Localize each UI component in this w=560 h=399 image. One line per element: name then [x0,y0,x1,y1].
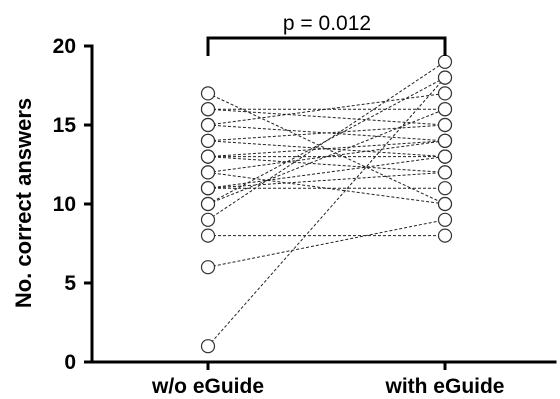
point-without-eguide-11 [200,165,216,180]
pair-line-4 [207,124,446,142]
y-tick-label-20: 20 [53,35,76,58]
point-without-eguide-6 [200,133,216,148]
y-axis-label: No. correct answers [11,98,36,308]
point-with-eguide-17 [437,54,453,69]
points-layer [200,54,453,354]
point-without-eguide-4 [200,117,216,133]
point-without-eguide-18 [200,228,216,243]
y-tick-label-10: 10 [53,193,76,216]
x-category-label-1: with eGuide [384,375,504,398]
x-ticks-layer: w/o eGuide with eGuide [151,362,505,398]
point-with-eguide-13 [437,181,453,196]
y-ticks-layer: 0 5 10 15 20 [53,35,92,374]
pair-line-17 [207,61,446,221]
point-with-eguide-12 [437,165,453,180]
point-with-eguide-10 [437,133,453,148]
point-with-eguide-18 [437,228,453,243]
point-with-eguide-3 [437,86,453,101]
point-without-eguide-16 [200,196,216,212]
point-with-eguide-14 [437,149,453,164]
pair-line-6 [207,124,446,142]
pair-line-12 [207,171,446,189]
point-with-eguide-20 [437,70,453,85]
point-with-eguide-6 [437,117,453,133]
point-with-eguide-11 [437,196,453,212]
significance-bracket [206,36,447,56]
pair-line-1 [207,108,446,126]
pair-line-0 [207,92,446,205]
pair-line-19 [207,219,446,268]
pair-line-5 [207,140,446,158]
y-tick-label-0: 0 [64,351,76,374]
point-without-eguide-9 [200,149,216,164]
pair-line-8 [207,156,446,173]
point-without-eguide-20 [200,339,216,354]
point-without-eguide-19 [200,260,216,275]
point-without-eguide-0 [200,86,216,101]
pair-line-16 [207,108,446,205]
pair-line-14 [207,156,446,189]
point-with-eguide-16 [437,102,453,117]
p-value-label: p = 0.012 [283,12,371,35]
point-with-eguide-19 [437,212,453,227]
pair-line-9 [207,140,446,158]
y-tick-label-5: 5 [64,272,76,295]
x-category-label-0: w/o eGuide [151,375,264,398]
y-tick-label-15: 15 [53,114,77,137]
point-without-eguide-14 [200,181,216,196]
pair-lines-layer [207,61,446,347]
point-without-eguide-17 [200,212,216,227]
point-without-eguide-2 [200,102,216,117]
pair-line-20 [207,77,446,347]
